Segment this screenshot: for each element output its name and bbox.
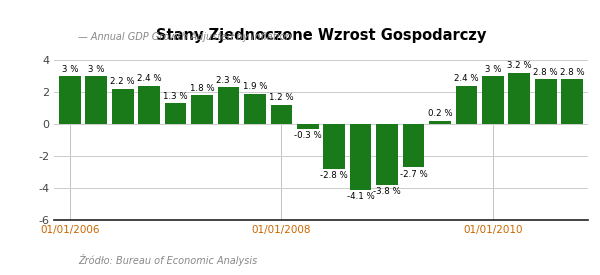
Bar xyxy=(535,79,557,124)
Text: 1.8 %: 1.8 % xyxy=(190,84,214,93)
Bar xyxy=(350,124,371,189)
Bar xyxy=(482,76,503,124)
Bar xyxy=(59,76,80,124)
Bar xyxy=(429,121,451,124)
Text: 1.3 %: 1.3 % xyxy=(163,92,188,101)
Bar xyxy=(297,124,319,129)
Text: 2.2 %: 2.2 % xyxy=(110,77,135,86)
Bar xyxy=(323,124,345,169)
Text: 3 %: 3 % xyxy=(485,65,501,74)
Text: — Annual GDP Growth Adjusted by Inflation: — Annual GDP Growth Adjusted by Inflatio… xyxy=(78,32,292,42)
Text: -0.3 %: -0.3 % xyxy=(294,131,322,140)
Title: Stany Zjednoczone Wzrost Gospodarczy: Stany Zjednoczone Wzrost Gospodarczy xyxy=(156,28,486,43)
Bar xyxy=(244,94,266,124)
Bar xyxy=(508,73,530,124)
Text: Źródło: Bureau of Economic Analysis: Źródło: Bureau of Economic Analysis xyxy=(78,254,257,266)
Bar xyxy=(455,86,477,124)
Text: 3 %: 3 % xyxy=(62,65,78,74)
Bar xyxy=(562,79,583,124)
Text: -2.7 %: -2.7 % xyxy=(400,170,427,178)
Text: 2.3 %: 2.3 % xyxy=(216,76,241,85)
Text: 3.2 %: 3.2 % xyxy=(507,61,532,70)
Bar xyxy=(271,105,292,124)
Text: 2.8 %: 2.8 % xyxy=(560,68,584,77)
Bar xyxy=(403,124,424,167)
Bar xyxy=(218,87,239,124)
Bar xyxy=(85,76,107,124)
Text: -4.1 %: -4.1 % xyxy=(347,192,374,201)
Text: 2.4 %: 2.4 % xyxy=(137,74,161,83)
Text: 1.2 %: 1.2 % xyxy=(269,94,293,102)
Text: 3 %: 3 % xyxy=(88,65,104,74)
Bar xyxy=(376,124,398,185)
Text: 1.9 %: 1.9 % xyxy=(242,82,267,91)
Bar xyxy=(139,86,160,124)
Bar xyxy=(112,89,134,124)
Text: -3.8 %: -3.8 % xyxy=(373,187,401,196)
Text: -2.8 %: -2.8 % xyxy=(320,171,348,180)
Text: 2.4 %: 2.4 % xyxy=(454,74,479,83)
Bar xyxy=(191,95,213,124)
Text: 0.2 %: 0.2 % xyxy=(428,109,452,119)
Bar xyxy=(165,103,187,124)
Text: 2.8 %: 2.8 % xyxy=(533,68,558,77)
